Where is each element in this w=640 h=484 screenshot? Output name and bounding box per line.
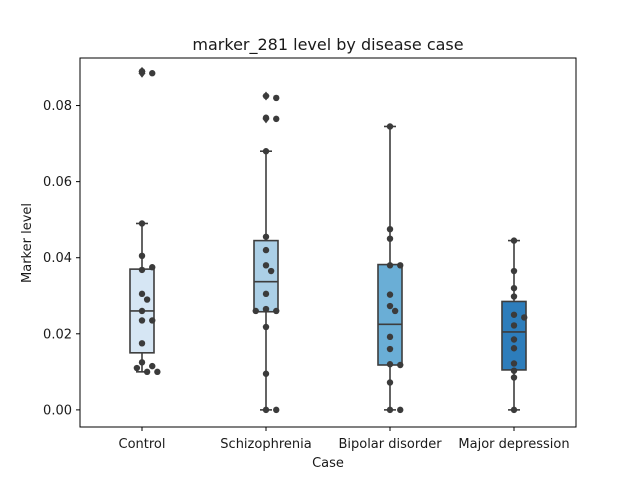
y-tick-label: 0.00	[43, 403, 72, 418]
data-point	[386, 345, 394, 353]
y-axis-label: Marker level	[20, 203, 35, 283]
x-tick-label: Bipolar disorder	[338, 437, 442, 452]
x-tick-label: Major depression	[458, 437, 569, 452]
chart-title: marker_281 level by disease case	[192, 35, 463, 55]
data-point	[138, 290, 146, 298]
axes-frame	[79, 57, 577, 428]
data-point	[510, 284, 518, 292]
data-point	[510, 360, 518, 367]
data-point	[386, 291, 394, 298]
data-point	[149, 70, 156, 77]
data-point	[273, 94, 280, 102]
data-point	[138, 359, 146, 366]
data-point	[397, 262, 404, 269]
y-tick-label: 0.04	[43, 251, 72, 266]
data-point	[262, 233, 270, 240]
data-point	[386, 333, 394, 341]
data-point	[262, 290, 270, 298]
data-point	[262, 262, 270, 269]
data-point	[262, 305, 270, 313]
data-point	[149, 317, 156, 324]
box-group-0	[129, 66, 155, 373]
data-point	[138, 307, 146, 315]
data-point	[386, 123, 394, 130]
data-point	[386, 262, 394, 269]
data-point	[267, 267, 275, 275]
data-point	[138, 317, 146, 324]
data-point	[386, 406, 394, 414]
data-point	[510, 345, 518, 352]
data-point	[138, 68, 146, 75]
data-point	[138, 266, 146, 274]
y-tick-label: 0.06	[43, 175, 72, 190]
data-point	[138, 252, 146, 260]
data-point	[262, 406, 270, 414]
x-axis-label: Case	[312, 456, 344, 471]
data-point	[262, 92, 270, 100]
data-point	[252, 307, 259, 315]
x-tick-label: Control	[119, 437, 166, 452]
y-tick-label: 0.08	[43, 99, 72, 114]
data-point	[510, 367, 518, 374]
data-point	[154, 368, 161, 376]
data-point	[138, 340, 146, 347]
data-point	[138, 220, 146, 227]
data-point	[510, 374, 518, 381]
data-point	[386, 225, 394, 233]
data-point	[273, 406, 280, 414]
data-point	[133, 364, 141, 372]
data-point	[521, 314, 528, 321]
data-point	[510, 237, 518, 244]
data-point	[149, 264, 156, 271]
plot-area	[129, 66, 528, 414]
data-point	[273, 115, 280, 123]
data-point	[262, 246, 270, 254]
data-point	[273, 307, 280, 315]
data-point	[510, 267, 518, 275]
data-point	[149, 362, 156, 370]
axes: 0.00 0.02 0.04 0.06 0.08 Control Schizophrenia…	[43, 57, 577, 452]
data-point	[510, 336, 518, 343]
data-point	[510, 311, 518, 318]
data-point	[397, 361, 404, 369]
data-point	[510, 406, 518, 414]
data-point	[262, 370, 270, 377]
data-point	[391, 307, 399, 315]
data-point	[397, 406, 404, 414]
data-point	[143, 296, 151, 303]
data-point	[262, 323, 270, 331]
data-point	[386, 235, 394, 242]
x-tick-label: Schizophrenia	[220, 437, 311, 452]
data-point	[386, 379, 394, 386]
data-point	[143, 368, 151, 376]
data-point	[386, 361, 394, 368]
y-tick-label: 0.02	[43, 327, 72, 342]
data-point	[386, 302, 394, 310]
data-point	[510, 322, 518, 329]
data-point	[510, 293, 518, 300]
data-point	[262, 114, 270, 121]
data-point	[262, 148, 270, 155]
